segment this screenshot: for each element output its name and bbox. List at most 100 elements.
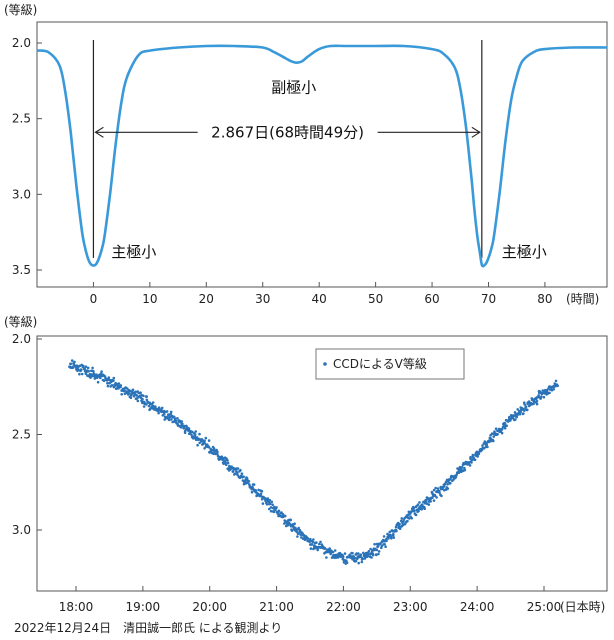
plot-frame-top xyxy=(36,21,608,288)
data-point xyxy=(483,440,487,443)
data-point xyxy=(320,543,324,546)
minimum-markers xyxy=(92,40,483,258)
data-point xyxy=(168,415,172,419)
data-point xyxy=(359,553,363,556)
data-point xyxy=(312,538,315,541)
data-point xyxy=(283,522,286,525)
data-point xyxy=(311,540,315,544)
data-point xyxy=(539,395,543,399)
data-point xyxy=(69,362,73,366)
data-point xyxy=(412,507,416,510)
data-point xyxy=(552,388,555,391)
data-point xyxy=(392,536,396,539)
data-point xyxy=(373,542,376,546)
data-point xyxy=(167,418,171,422)
data-point xyxy=(319,540,322,544)
data-point xyxy=(481,444,484,447)
data-point xyxy=(226,461,230,465)
y-axis-bottom: 2.0 2.5 3.0 xyxy=(12,332,42,537)
data-point xyxy=(141,397,144,401)
data-point xyxy=(542,395,546,399)
data-point xyxy=(112,376,116,380)
data-point xyxy=(367,552,370,556)
data-point xyxy=(170,418,173,421)
data-point xyxy=(432,488,436,492)
data-point xyxy=(345,559,348,562)
data-point xyxy=(455,473,459,476)
observation-panel: (等級) (日本時) 2.0 2.5 3.0 18:00 19:00 20:00 21:0… xyxy=(4,315,608,635)
period-label: 2.867日(68時間49分) xyxy=(211,123,364,141)
data-point xyxy=(95,376,99,380)
data-point xyxy=(385,539,388,543)
data-point xyxy=(352,555,356,559)
data-point xyxy=(296,535,299,538)
data-point xyxy=(289,524,293,528)
data-point xyxy=(345,561,349,564)
data-point xyxy=(440,494,443,498)
data-point xyxy=(216,454,220,458)
x-axis-bottom: 18:00 19:00 20:00 21:00 22:00 23:00 24:00 25:00 xyxy=(59,586,561,614)
data-point xyxy=(390,537,393,540)
data-point xyxy=(333,549,337,552)
data-point xyxy=(435,496,438,499)
data-point xyxy=(135,394,139,397)
data-point xyxy=(418,501,421,504)
x-tick-label: 24:00 xyxy=(460,600,495,614)
data-point xyxy=(171,420,174,424)
data-point xyxy=(129,396,133,400)
data-point xyxy=(270,500,274,504)
data-point xyxy=(297,526,301,530)
data-point xyxy=(269,509,273,513)
data-point xyxy=(429,500,432,503)
data-point xyxy=(360,560,364,564)
x-tick-label: 19:00 xyxy=(126,600,161,614)
data-point xyxy=(137,391,140,395)
data-point xyxy=(173,417,177,421)
data-point xyxy=(375,553,378,557)
data-point xyxy=(454,475,458,479)
data-point xyxy=(242,475,245,479)
x-tick-label: 70 xyxy=(481,292,496,306)
data-point xyxy=(308,540,312,544)
data-point xyxy=(488,440,491,444)
data-point xyxy=(370,556,373,559)
data-point xyxy=(407,517,411,520)
data-point xyxy=(526,408,529,412)
data-point xyxy=(303,538,307,542)
data-point xyxy=(110,384,114,387)
data-point xyxy=(400,517,404,520)
data-point xyxy=(224,463,228,467)
data-point xyxy=(231,470,235,473)
data-point xyxy=(145,403,148,406)
data-point xyxy=(259,492,263,496)
data-point xyxy=(524,405,528,409)
data-point xyxy=(503,427,507,430)
data-point xyxy=(181,422,184,426)
data-point xyxy=(180,420,184,423)
data-point xyxy=(134,390,137,394)
data-point xyxy=(354,559,358,563)
data-point xyxy=(503,422,507,425)
data-point xyxy=(509,417,513,421)
data-point xyxy=(71,366,75,370)
primary-minimum-label-2: 主極小 xyxy=(502,243,547,261)
data-point xyxy=(299,533,303,537)
data-point xyxy=(417,509,420,513)
data-point xyxy=(82,364,85,368)
data-point xyxy=(306,537,310,540)
data-point xyxy=(541,389,545,392)
data-point xyxy=(384,545,387,548)
data-point xyxy=(300,536,303,539)
x-tick-label: 0 xyxy=(90,292,98,306)
x-tick-label: 21:00 xyxy=(259,600,294,614)
data-point xyxy=(522,412,525,415)
data-point xyxy=(391,534,395,537)
data-point xyxy=(268,498,272,502)
data-point xyxy=(369,547,372,551)
data-point xyxy=(268,502,272,506)
x-tick-label: 60 xyxy=(424,292,439,306)
arrowhead-left xyxy=(94,126,104,138)
data-point xyxy=(187,427,191,430)
y-tick-label: 2.0 xyxy=(12,332,31,346)
